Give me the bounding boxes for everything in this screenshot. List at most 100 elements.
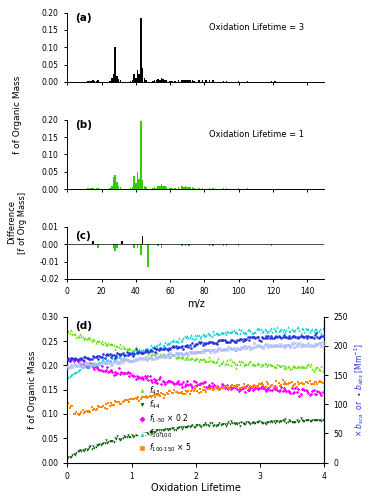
Point (264, 328, 270, 336)
Point (100, 356, 106, 364)
Point (265, 418, 271, 426)
Bar (94, 81, 95, 82)
Point (184, 424, 190, 432)
Point (83, 446, 89, 454)
Point (119, 398, 126, 406)
Point (78, 354, 84, 362)
Point (286, 326, 292, 334)
Point (280, 416, 286, 424)
Point (151, 350, 157, 358)
Point (212, 422, 218, 430)
Point (85, 360, 91, 368)
Point (167, 353, 174, 361)
Point (157, 350, 163, 358)
Point (246, 384, 252, 392)
Point (72, 354, 78, 362)
Point (301, 380, 308, 388)
Point (238, 358, 244, 366)
Point (184, 377, 190, 385)
Point (123, 351, 129, 359)
Point (165, 390, 171, 398)
Point (282, 362, 288, 370)
Point (74, 448, 81, 456)
Point (240, 419, 246, 427)
Point (298, 364, 304, 372)
Point (109, 436, 116, 444)
Point (211, 330, 217, 338)
Point (292, 340, 298, 347)
Point (142, 372, 148, 380)
Point (114, 354, 121, 362)
Point (299, 362, 305, 370)
Point (200, 330, 206, 338)
Point (254, 342, 260, 349)
Bar (169, 81, 171, 82)
Point (193, 334, 199, 342)
Point (172, 353, 179, 361)
Point (89, 403, 95, 411)
Point (123, 348, 129, 356)
Point (116, 398, 122, 406)
Bar (202, 188, 204, 189)
Point (176, 380, 182, 388)
Bar (209, 188, 210, 189)
Point (295, 362, 301, 370)
Bar (92, 241, 94, 244)
Point (166, 425, 172, 433)
Point (174, 354, 180, 362)
Point (180, 352, 186, 360)
Point (227, 420, 233, 428)
Point (254, 332, 260, 340)
Point (147, 392, 153, 400)
Point (144, 430, 150, 438)
Point (276, 332, 282, 340)
Point (167, 377, 174, 385)
Point (164, 389, 170, 397)
Point (241, 380, 247, 388)
Point (104, 341, 110, 349)
Point (125, 345, 131, 353)
Point (156, 340, 162, 348)
Point (94, 441, 100, 449)
Point (291, 343, 297, 351)
Point (184, 354, 190, 362)
Point (125, 431, 131, 439)
Point (198, 348, 204, 356)
Point (205, 328, 211, 336)
Bar (140, 244, 142, 254)
Point (278, 326, 284, 334)
Point (142, 430, 148, 438)
Point (98, 339, 104, 347)
Point (204, 346, 210, 354)
Point (219, 384, 225, 392)
Point (269, 328, 275, 336)
Point (132, 432, 139, 440)
Point (81, 362, 87, 370)
Point (294, 324, 300, 332)
Point (170, 378, 176, 386)
Point (220, 329, 226, 337)
Point (234, 360, 240, 368)
Point (127, 433, 134, 441)
Point (71, 370, 77, 378)
Point (156, 426, 162, 434)
Point (189, 348, 195, 356)
Point (301, 417, 308, 425)
Point (104, 404, 110, 412)
Point (309, 325, 315, 333)
Point (122, 350, 128, 358)
Point (134, 430, 140, 438)
Point (260, 420, 266, 428)
Point (292, 326, 298, 334)
Point (287, 334, 293, 342)
Point (187, 333, 193, 341)
Point (127, 358, 134, 366)
Point (263, 340, 269, 348)
Point (197, 334, 203, 342)
Point (134, 372, 140, 380)
Point (126, 349, 132, 357)
Point (295, 334, 301, 342)
Point (300, 326, 306, 334)
Bar (135, 78, 137, 82)
Point (167, 349, 174, 357)
